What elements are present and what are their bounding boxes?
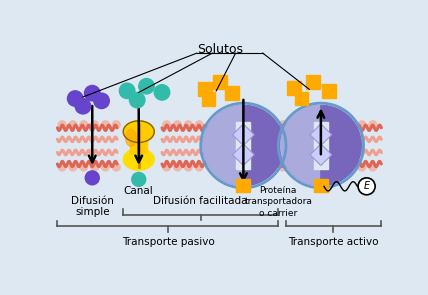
Polygon shape — [198, 82, 211, 96]
Circle shape — [113, 121, 120, 129]
Circle shape — [281, 106, 361, 186]
Circle shape — [91, 163, 98, 171]
Ellipse shape — [125, 129, 137, 146]
Circle shape — [68, 91, 83, 106]
Circle shape — [84, 86, 100, 101]
Circle shape — [347, 163, 355, 171]
Circle shape — [132, 173, 146, 186]
Circle shape — [80, 121, 88, 129]
Text: Transporte pasivo: Transporte pasivo — [122, 237, 214, 247]
Circle shape — [129, 92, 145, 108]
Wedge shape — [321, 106, 361, 186]
Circle shape — [69, 163, 77, 171]
Text: Canal: Canal — [124, 186, 154, 196]
Wedge shape — [281, 106, 321, 186]
Wedge shape — [244, 106, 284, 186]
Ellipse shape — [123, 149, 154, 170]
Circle shape — [139, 78, 154, 94]
Circle shape — [154, 85, 170, 100]
Polygon shape — [310, 124, 332, 145]
Circle shape — [94, 93, 109, 109]
Circle shape — [358, 178, 375, 195]
Polygon shape — [294, 92, 309, 106]
Polygon shape — [236, 122, 250, 169]
Circle shape — [174, 163, 181, 171]
Polygon shape — [213, 75, 227, 88]
Circle shape — [163, 163, 170, 171]
Wedge shape — [203, 106, 244, 186]
Circle shape — [80, 163, 88, 171]
Circle shape — [369, 121, 377, 129]
Circle shape — [119, 83, 135, 99]
Circle shape — [279, 163, 287, 171]
Circle shape — [279, 121, 287, 129]
Text: E: E — [363, 181, 370, 191]
Polygon shape — [232, 124, 254, 145]
Circle shape — [101, 121, 109, 129]
Circle shape — [358, 163, 366, 171]
Circle shape — [91, 121, 98, 129]
Circle shape — [101, 163, 109, 171]
Polygon shape — [225, 86, 239, 100]
Polygon shape — [202, 92, 215, 106]
Circle shape — [358, 121, 366, 129]
Circle shape — [195, 163, 203, 171]
Polygon shape — [314, 122, 328, 169]
Text: Solutos: Solutos — [197, 43, 243, 56]
Polygon shape — [236, 178, 250, 192]
Circle shape — [184, 163, 192, 171]
Circle shape — [113, 163, 120, 171]
Circle shape — [203, 106, 284, 186]
Circle shape — [369, 163, 377, 171]
Text: Difusión
simple: Difusión simple — [71, 196, 114, 217]
Ellipse shape — [123, 121, 154, 142]
Circle shape — [184, 121, 192, 129]
Circle shape — [58, 121, 66, 129]
Circle shape — [195, 121, 203, 129]
Polygon shape — [232, 144, 254, 165]
Circle shape — [75, 99, 91, 114]
Circle shape — [58, 163, 66, 171]
Circle shape — [174, 121, 181, 129]
Circle shape — [163, 121, 170, 129]
Polygon shape — [310, 144, 332, 165]
Polygon shape — [314, 178, 328, 192]
Polygon shape — [130, 138, 147, 153]
Polygon shape — [287, 81, 301, 95]
Polygon shape — [306, 75, 320, 88]
Circle shape — [69, 121, 77, 129]
Text: Difusión facilitada: Difusión facilitada — [154, 196, 248, 206]
Circle shape — [85, 171, 99, 185]
Text: Transporte activo: Transporte activo — [288, 237, 378, 247]
Circle shape — [347, 121, 355, 129]
Text: Proteína
transportadora
o carrier: Proteína transportadora o carrier — [244, 186, 312, 217]
Polygon shape — [322, 84, 336, 98]
